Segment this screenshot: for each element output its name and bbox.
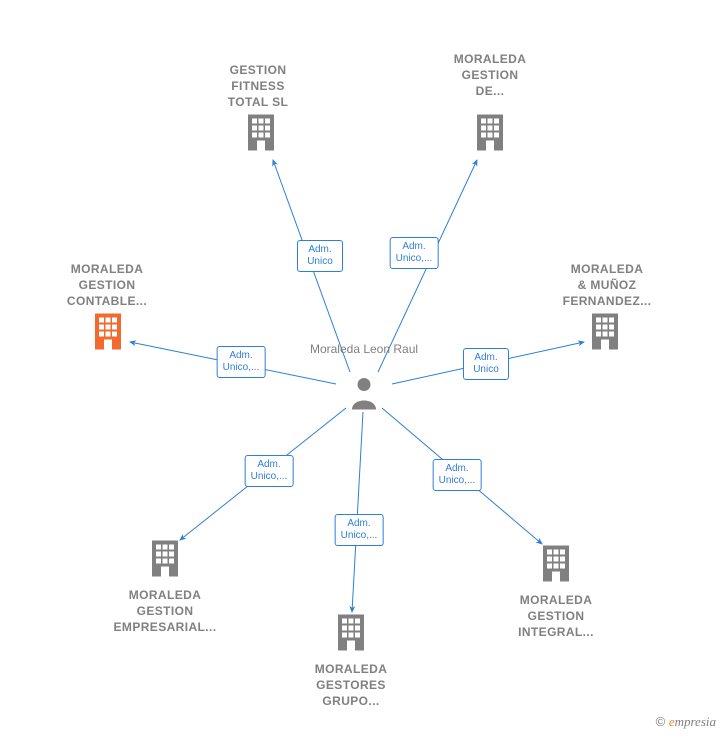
node-label: MORALEDA GESTION CONTABLE...: [67, 261, 147, 310]
building-icon: [91, 312, 125, 357]
building-icon: [473, 113, 507, 158]
edge-label: Adm. Unico: [297, 240, 343, 272]
copyright-symbol: ©: [656, 714, 666, 729]
node-label: MORALEDA & MUÑOZ FERNANDEZ...: [563, 261, 652, 310]
building-icon: [244, 113, 278, 158]
center-node-label: Moraleda Leon Raul: [310, 342, 418, 358]
building-icon: [334, 613, 368, 658]
person-icon: [349, 376, 379, 415]
building-icon: [148, 539, 182, 584]
edge-line: [352, 412, 363, 612]
edge-label: Adm. Unico,...: [335, 514, 384, 546]
node-label: MORALEDA GESTORES GRUPO...: [315, 661, 388, 710]
node-label: MORALEDA GESTION DE...: [454, 51, 527, 100]
edge-label: Adm. Unico: [463, 348, 509, 380]
node-label: MORALEDA GESTION EMPRESARIAL...: [114, 587, 217, 636]
edge-label: Adm. Unico,...: [245, 455, 294, 487]
edge-label: Adm. Unico,...: [217, 346, 266, 378]
edge-label: Adm. Unico,...: [433, 459, 482, 491]
copyright: © empresia: [656, 714, 716, 730]
node-label: GESTION FITNESS TOTAL SL: [228, 62, 289, 111]
copyright-brand-rest: mpresia: [675, 714, 716, 729]
building-icon: [588, 312, 622, 357]
edge-label: Adm. Unico,...: [390, 237, 439, 269]
node-label: MORALEDA GESTION INTEGRAL...: [518, 592, 594, 641]
building-icon: [539, 544, 573, 589]
